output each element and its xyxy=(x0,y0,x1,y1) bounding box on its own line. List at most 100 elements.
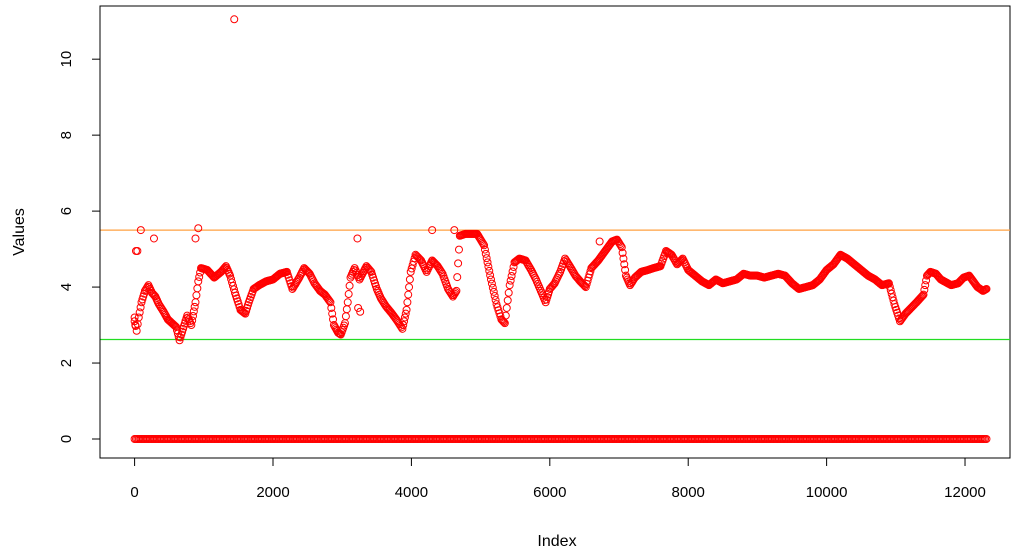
data-point xyxy=(240,308,249,317)
data-point xyxy=(501,311,510,320)
data-point xyxy=(400,317,409,326)
data-point xyxy=(399,321,408,330)
x-axis-label: Index xyxy=(537,533,576,550)
data-point xyxy=(335,329,344,338)
data-point xyxy=(400,313,409,322)
data-point xyxy=(402,305,411,314)
data-point xyxy=(486,275,495,284)
data-point xyxy=(617,243,626,252)
data-point xyxy=(341,312,350,321)
data-point xyxy=(324,295,333,304)
data-point xyxy=(486,271,495,280)
data-point xyxy=(489,287,498,296)
outlier-point xyxy=(595,237,604,246)
data-point xyxy=(193,284,202,293)
data-point xyxy=(404,290,413,299)
data-point xyxy=(405,283,414,292)
outlier-point xyxy=(230,15,239,24)
data-point xyxy=(918,291,927,300)
outlier-point xyxy=(356,307,365,316)
data-point xyxy=(136,303,145,312)
data-point xyxy=(507,272,516,281)
data-point xyxy=(586,267,595,276)
data-point xyxy=(401,309,410,318)
data-point xyxy=(922,276,931,285)
data-point xyxy=(170,321,179,330)
data-point xyxy=(531,273,540,282)
x-axis: 0 2000 4000 6000 8000 10000 12000 xyxy=(130,457,986,501)
y-tick-label: 10 xyxy=(58,51,75,68)
data-point xyxy=(487,279,496,288)
outlier-point xyxy=(194,224,203,233)
data-point xyxy=(480,245,489,254)
data-point xyxy=(342,305,351,314)
data-point xyxy=(326,298,335,307)
data-point xyxy=(500,319,509,328)
data-point xyxy=(327,303,336,312)
data-point xyxy=(187,321,196,330)
data-point xyxy=(482,254,491,263)
data-point xyxy=(491,296,500,305)
data-point xyxy=(621,265,630,274)
data-point xyxy=(432,261,441,270)
x-tick-label: 8000 xyxy=(672,484,705,501)
x-tick-label: 6000 xyxy=(533,484,566,501)
data-point xyxy=(403,298,412,307)
data-point xyxy=(620,260,629,269)
outlier-point xyxy=(428,226,437,235)
data-point xyxy=(453,273,462,282)
data-point xyxy=(398,324,407,333)
data-point xyxy=(917,292,926,301)
x-tick-label: 10000 xyxy=(806,484,848,501)
outlier-point xyxy=(133,246,142,255)
outlier-point xyxy=(450,226,459,235)
outlier-point xyxy=(131,321,140,330)
data-point xyxy=(920,285,929,294)
data-point xyxy=(454,259,463,268)
outlier-point xyxy=(354,303,363,312)
zero-point xyxy=(982,435,991,444)
outlier-point xyxy=(149,234,158,243)
data-point xyxy=(505,281,514,290)
data-point xyxy=(548,281,557,290)
data-point xyxy=(479,239,488,248)
data-point xyxy=(192,291,201,300)
data-point xyxy=(488,283,497,292)
data-point xyxy=(490,291,499,300)
data-point xyxy=(484,262,493,271)
data-point xyxy=(916,293,925,302)
data-point xyxy=(451,288,460,297)
data-point xyxy=(454,245,463,254)
data-point xyxy=(135,308,144,317)
outlier-point xyxy=(130,313,139,322)
y-axis-label: Values xyxy=(11,208,28,256)
data-point xyxy=(171,322,180,331)
data-point xyxy=(616,241,625,250)
reference-lines xyxy=(100,229,1010,341)
x-tick-label: 12000 xyxy=(944,484,986,501)
data-point xyxy=(619,254,628,263)
data-point xyxy=(618,248,627,257)
y-tick-label: 2 xyxy=(58,359,75,367)
outlier-point xyxy=(136,226,145,235)
data-point xyxy=(195,272,204,281)
y-tick-label: 0 xyxy=(58,435,75,443)
data-point xyxy=(503,296,512,305)
data-point xyxy=(343,298,352,307)
data-point xyxy=(328,309,337,318)
x-tick-label: 2000 xyxy=(256,484,289,501)
y-axis: 0 2 4 6 8 10 xyxy=(58,51,101,443)
data-point xyxy=(437,268,446,277)
data-point xyxy=(452,286,461,295)
data-point xyxy=(194,277,203,286)
data-point xyxy=(134,313,143,322)
data-point xyxy=(366,266,375,275)
x-tick-label: 0 xyxy=(130,484,138,501)
plot-frame xyxy=(99,5,1011,459)
data-point xyxy=(391,314,400,323)
data-point xyxy=(921,281,930,290)
data-points xyxy=(130,15,991,444)
data-point xyxy=(982,284,991,293)
data-point xyxy=(405,275,414,284)
